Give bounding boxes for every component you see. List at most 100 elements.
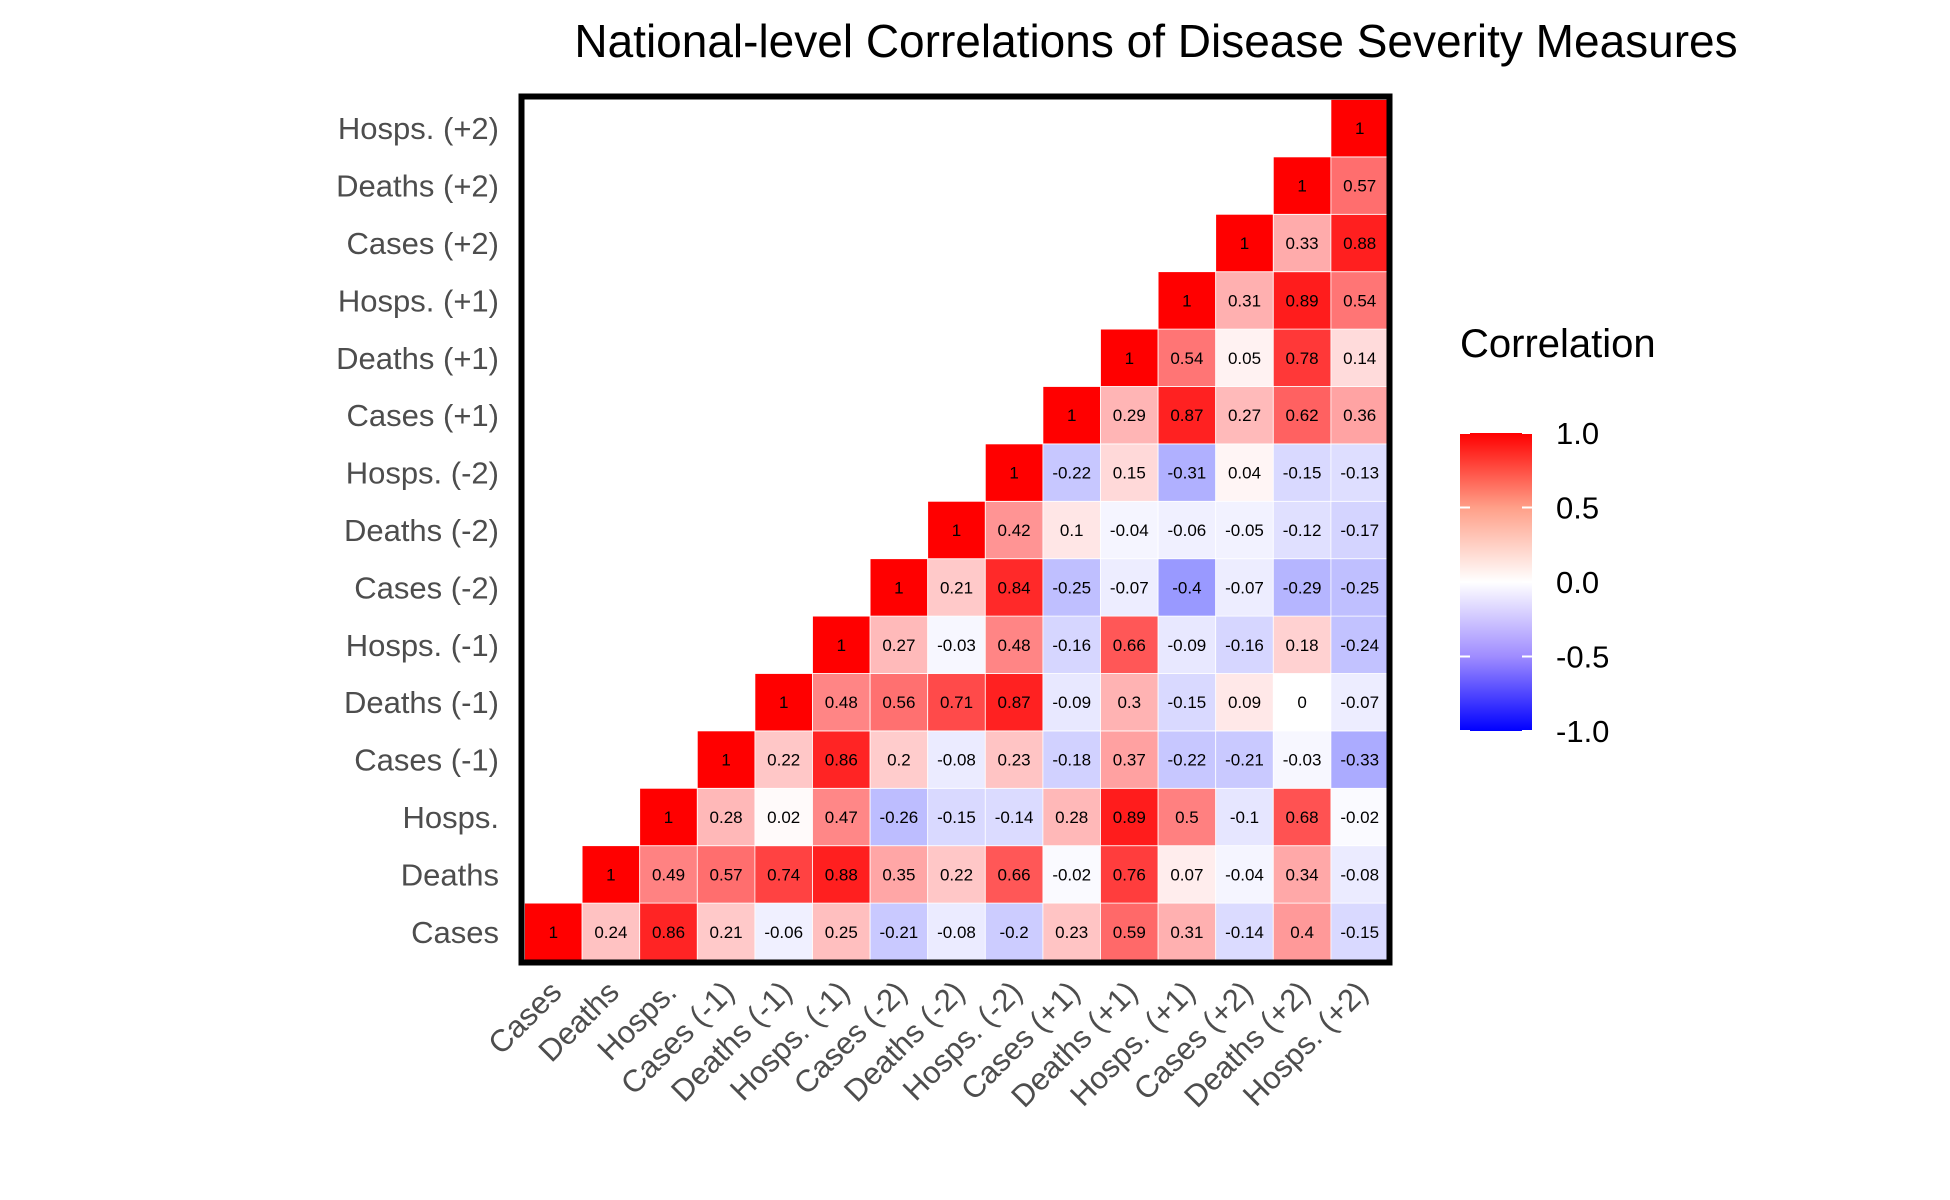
heatmap-cell-hosps-2-x-cases-plus2 (1215, 443, 1274, 502)
heatmap-cell-hosps-2-x-hosps-plus2 (1330, 443, 1389, 502)
cell-value-label: 0.22 (767, 751, 800, 770)
heatmap-cell-cases-2-x-deaths-plus2 (1272, 558, 1332, 617)
y-axis-label-cases-plus1: Cases (+1) (347, 398, 499, 433)
legend-tick-label: 0.5 (1556, 491, 1599, 526)
cell-value-label: -0.08 (937, 923, 976, 942)
heatmap-cell-deaths-plus2-x-deaths-plus2 (1272, 156, 1332, 215)
heatmap-cell-hosps-x-cases-plus2 (1215, 787, 1274, 847)
heatmap-cell-cases-2-x-cases-2 (869, 558, 929, 617)
heatmap-cell-cases-x-cases-plus1 (1042, 902, 1101, 961)
cell-value-label: 0.25 (825, 923, 858, 942)
cell-value-label: 0.23 (998, 751, 1031, 770)
heatmap-cell-cases-plus1-x-deaths-plus2 (1272, 386, 1332, 445)
cell-value-label: -0.26 (880, 808, 919, 827)
heatmap-cell-hosps-2-x-cases-plus1 (1042, 443, 1101, 502)
cell-value-label: 0.54 (1343, 291, 1376, 310)
y-axis-label-hosps-2: Hosps. (-2) (346, 456, 499, 491)
heatmap-cell-hosps-plus1-x-cases-plus2 (1215, 271, 1274, 330)
heatmap-cell-hosps-x-deaths-2 (927, 787, 986, 847)
heatmap-cell-hosps-x-hosps-plus2 (1330, 787, 1389, 847)
heatmap-cell-cases-plus1-x-cases-plus1 (1042, 386, 1101, 445)
heatmap-cell-hosps-1-x-deaths-2 (927, 615, 986, 674)
cell-value-label: 1 (549, 923, 558, 942)
cell-value-label: -0.14 (995, 808, 1034, 827)
cell-value-label: 0.29 (1113, 406, 1146, 425)
y-axis-label-deaths: Deaths (401, 857, 499, 892)
cell-value-label: 0.4 (1290, 923, 1314, 942)
heatmap-cell-deaths-2-x-deaths-plus1 (1100, 500, 1159, 560)
cell-value-label: 0.48 (825, 693, 858, 712)
cell-value-label: 1 (894, 578, 903, 597)
cell-value-label: 0.57 (1343, 177, 1376, 196)
heatmap-cell-deaths-x-deaths (581, 845, 641, 904)
heatmap-cell-deaths-x-cases-2 (869, 845, 929, 904)
heatmap-cell-cases-1-x-cases-2 (869, 730, 929, 789)
cell-value-label: 0.71 (940, 693, 973, 712)
cell-value-label: -0.15 (1340, 923, 1379, 942)
y-axis-label-hosps-plus1: Hosps. (+1) (338, 283, 499, 318)
cell-value-label: 0.68 (1286, 808, 1319, 827)
heatmap-cell-hosps-1-x-cases-plus2 (1215, 615, 1274, 674)
heatmap-cell-cases-1-x-hosps-2 (984, 730, 1044, 789)
cell-value-label: 0.57 (710, 865, 743, 884)
heatmap-cell-hosps-1-x-cases-plus1 (1042, 615, 1101, 674)
heatmap-cell-deaths-x-hosps-plus2 (1330, 845, 1389, 904)
heatmap-cell-deaths-2-x-hosps-plus2 (1330, 500, 1389, 560)
cell-value-label: 0.88 (825, 865, 858, 884)
y-axis-label-cases: Cases (411, 915, 499, 950)
cell-value-label: 0.49 (652, 865, 685, 884)
cell-value-label: -0.05 (1225, 521, 1264, 540)
cell-value-label: -0.16 (1225, 636, 1264, 655)
cell-value-label: -0.02 (1052, 865, 1091, 884)
heatmap-cell-cases-2-x-cases-plus1 (1042, 558, 1101, 617)
cell-value-label: -0.13 (1340, 464, 1379, 483)
cell-value-label: 0.86 (652, 923, 685, 942)
heatmap-cell-cases-1-x-cases-1 (696, 730, 756, 789)
heatmap-cell-deaths-1-x-cases-plus1 (1042, 673, 1101, 732)
legend-tick-label: 0.0 (1556, 565, 1599, 600)
cell-value-label: 0.15 (1113, 464, 1146, 483)
heatmap-cell-cases-x-hosps-plus1 (1157, 902, 1217, 961)
heatmap-cell-cases-plus2-x-deaths-plus2 (1272, 213, 1332, 273)
heatmap-cell-deaths-1-x-hosps-2 (984, 673, 1044, 732)
y-axis-label-hosps-1: Hosps. (-1) (346, 628, 499, 663)
cell-value-label: 0.21 (710, 923, 743, 942)
cell-value-label: -0.08 (937, 751, 976, 770)
cell-value-label: 0 (1297, 693, 1306, 712)
cell-value-label: 0.35 (882, 865, 915, 884)
cell-value-label: -0.15 (1168, 693, 1207, 712)
heatmap-cell-deaths-plus2-x-hosps-plus2 (1330, 156, 1389, 215)
legend-colorbar (1460, 433, 1532, 731)
y-axis-label-cases-2: Cases (-2) (354, 570, 499, 605)
y-axis-label-hosps: Hosps. (403, 800, 499, 835)
cell-value-label: 1 (1067, 406, 1076, 425)
heatmap-cell-deaths-plus1-x-hosps-plus2 (1330, 328, 1389, 387)
y-axis-label-hosps-plus2: Hosps. (+2) (338, 111, 499, 146)
cell-value-label: 0.74 (767, 865, 800, 884)
cell-value-label: 1 (1009, 464, 1018, 483)
cell-value-label: 0.24 (594, 923, 627, 942)
heatmap-cell-deaths-x-cases-1 (696, 845, 756, 904)
heatmap-cell-cases-x-hosps-1 (812, 902, 871, 961)
heatmap-cell-deaths-2-x-hosps-plus1 (1157, 500, 1217, 560)
cell-value-label: 0.1 (1060, 521, 1084, 540)
heatmap-cell-cases-2-x-hosps-plus2 (1330, 558, 1389, 617)
legend-tick-label: -1.0 (1556, 714, 1609, 749)
heatmap-cell-cases-plus1-x-hosps-plus2 (1330, 386, 1389, 445)
cell-value-label: 0.14 (1343, 349, 1376, 368)
heatmap-cell-deaths-1-x-cases-2 (869, 673, 929, 732)
heatmap-cell-deaths-x-hosps (639, 845, 698, 904)
cell-value-label: -0.08 (1340, 865, 1379, 884)
cell-value-label: 0.66 (1113, 636, 1146, 655)
cell-value-label: 0.04 (1228, 464, 1261, 483)
cell-value-label: 0.89 (1286, 291, 1319, 310)
cell-value-label: -0.21 (880, 923, 919, 942)
cell-value-label: -0.02 (1340, 808, 1379, 827)
cell-value-label: -0.03 (1283, 751, 1322, 770)
color-legend: Correlation 1.0 0.5 0.0 -0.5 -1.0 (1460, 322, 1656, 749)
cell-value-label: 0.59 (1113, 923, 1146, 942)
cell-value-label: 0.47 (825, 808, 858, 827)
heatmap-cell-deaths-x-hosps-1 (812, 845, 871, 904)
y-axis-label-cases-1: Cases (-1) (354, 743, 499, 778)
